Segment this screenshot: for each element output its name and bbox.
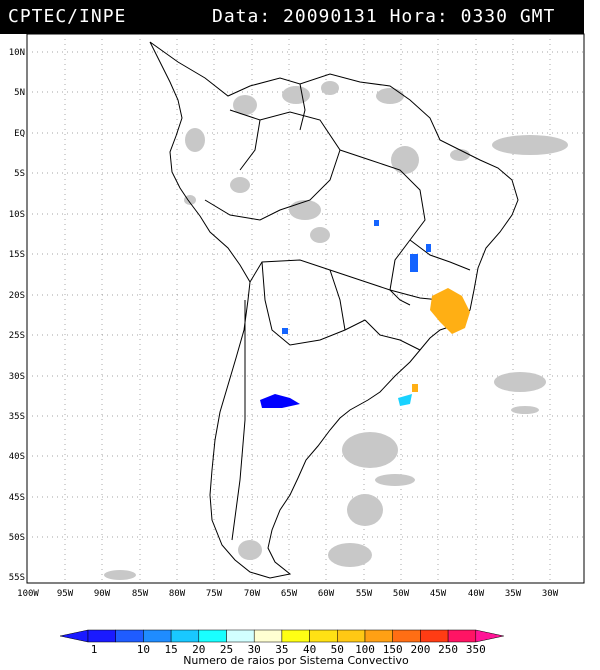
lon-label: 90W (94, 589, 111, 599)
lon-label: 30W (542, 589, 559, 599)
legend-swatch (364, 629, 393, 643)
date-value: 20090131 (283, 6, 378, 27)
lon-label: 40W (468, 589, 485, 599)
legend-swatch (115, 629, 144, 643)
legend-end-right (475, 629, 504, 643)
lat-label: 35S (9, 412, 25, 422)
storm-blue-paraguay (282, 328, 288, 334)
storm-orange-se-brazil (430, 288, 470, 334)
legend-value-label: 20 (192, 643, 205, 656)
lat-label: 50S (9, 533, 25, 543)
legend-swatch (87, 629, 116, 643)
legend-swatch (337, 629, 366, 643)
header-org: CPTEC/INPE (8, 6, 127, 27)
lon-label: 65W (281, 589, 298, 599)
data-label: Data: (212, 6, 272, 27)
hora-label: Hora: (389, 6, 449, 27)
lon-label: 75W (206, 589, 223, 599)
legend-value-label: 15 (164, 643, 177, 656)
legend-value-label: 25 (220, 643, 233, 656)
header-bar: CPTEC/INPE Data: 20090131 Hora: 0330 GMT (0, 0, 584, 34)
legend-swatch (420, 629, 449, 643)
lon-label: 100W (17, 589, 39, 599)
storm-orange-offshore (412, 384, 418, 392)
legend-swatch (309, 629, 338, 643)
legend-value-label: 30 (248, 643, 261, 656)
lon-label: 95W (57, 589, 74, 599)
storm-blue-brazil-mid (410, 254, 418, 272)
legend-value-label: 10 (137, 643, 150, 656)
lat-label: 5N (14, 88, 25, 98)
legend-swatch (253, 629, 283, 643)
legend-caption: Numero de raios por Sistema Convectivo (183, 654, 409, 667)
legend-value-label: 35 (275, 643, 288, 656)
storm-cyan-offshore (398, 394, 412, 406)
legend-value-label: 100 (355, 643, 375, 656)
legend-swatch (226, 629, 255, 643)
legend-swatch (281, 629, 310, 643)
lat-label: 25S (9, 331, 25, 341)
legend-swatch (170, 629, 200, 643)
legend-swatch (198, 629, 227, 643)
legend-value-label: 350 (466, 643, 486, 656)
legend-value-label: 200 (410, 643, 430, 656)
lon-label: 70W (244, 589, 261, 599)
legend-swatch (143, 629, 172, 643)
lat-label: 30S (9, 372, 25, 382)
timezone: GMT (519, 6, 556, 27)
header-datetime: Data: 20090131 Hora: 0330 GMT (212, 6, 555, 27)
color-legend: 1 10 15 20 25 30 35 40 50 100 150 200 250 350 Numero … (59, 629, 504, 667)
lat-label: 5S (14, 169, 25, 179)
legend-value-label: 1 (91, 643, 98, 656)
legend-end-left (59, 629, 89, 643)
lon-label: 85W (132, 589, 149, 599)
time-value: 0330 (460, 6, 508, 27)
lon-label: 60W (318, 589, 335, 599)
legend-swatch (447, 629, 477, 643)
legend-value-label: 150 (383, 643, 403, 656)
legend-value-label: 250 (438, 643, 458, 656)
lon-label: 55W (356, 589, 373, 599)
storm-blue-brazil-east (426, 244, 431, 252)
lightning-clusters (260, 220, 470, 408)
map-frame (26, 33, 585, 584)
cloud-cover (104, 81, 568, 580)
lon-label: 50W (393, 589, 410, 599)
storm-blue-argentina (260, 394, 300, 408)
legend-value-label: 50 (331, 643, 344, 656)
latitude-labels: 10N 5N EQ 5S 10S 15S 20S 25S 30S 35S 40S… (9, 48, 25, 583)
lat-label: 15S (9, 250, 25, 260)
lon-label: 45W (430, 589, 447, 599)
lat-label: 45S (9, 493, 25, 503)
lon-label: 35W (505, 589, 522, 599)
lat-label: EQ (14, 129, 25, 139)
lat-label: 10S (9, 210, 25, 220)
lat-label: 20S (9, 291, 25, 301)
longitude-labels: 100W 95W 90W 85W 80W 75W 70W 65W 60W 55W… (17, 589, 559, 599)
storm-blue-brazil-north (374, 220, 379, 226)
lat-label: 40S (9, 452, 25, 462)
legend-swatch (392, 629, 421, 643)
lat-label: 10N (9, 48, 25, 58)
legend-value-label: 40 (303, 643, 316, 656)
lon-label: 80W (169, 589, 186, 599)
coastline (149, 41, 519, 579)
lat-label: 55S (9, 573, 25, 583)
